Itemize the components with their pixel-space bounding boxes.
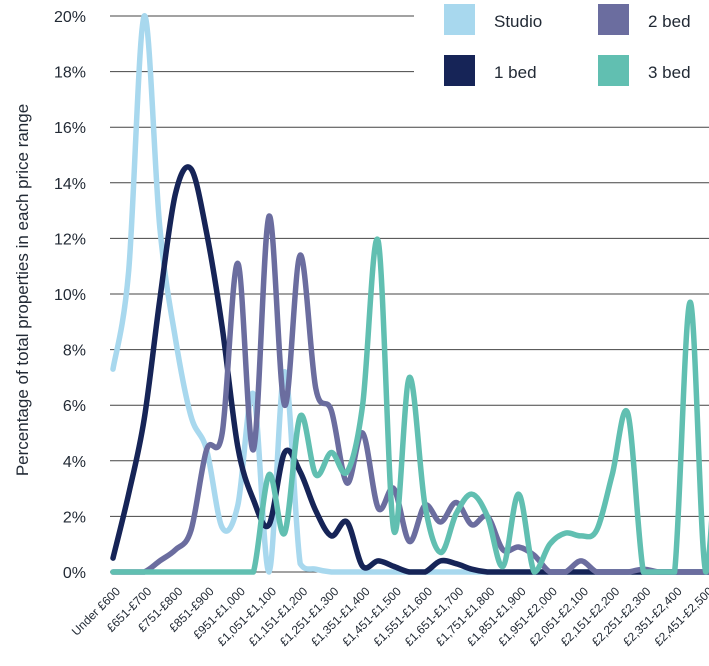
y-axis-tick-labels: 0% 2% 4% 6% 8% 10% 12% 14% 16% 18% 20%	[54, 9, 86, 582]
y-tick-label: 10%	[54, 287, 86, 304]
legend-swatch-1-bed	[444, 55, 475, 86]
legend: Studio 1 bed 2 bed 3 bed	[444, 4, 691, 86]
legend-swatch-studio	[444, 4, 475, 35]
y-tick-label: 2%	[63, 509, 86, 526]
legend-label-3-bed: 3 bed	[648, 63, 691, 82]
series-line-3-bed	[110, 236, 709, 575]
series-line-1-bed	[110, 164, 709, 575]
y-axis-label: Percentage of total properties in each p…	[13, 104, 32, 476]
legend-swatch-3-bed	[598, 55, 629, 86]
y-tick-label: 16%	[54, 120, 86, 137]
legend-swatch-2-bed	[598, 4, 629, 35]
series-line-2-bed	[110, 213, 709, 575]
y-tick-label: 18%	[54, 65, 86, 82]
y-tick-label: 6%	[63, 398, 86, 415]
y-tick-label: 0%	[63, 565, 86, 582]
y-tick-label: 8%	[63, 343, 86, 360]
y-tick-label: 14%	[54, 176, 86, 193]
legend-label-studio: Studio	[494, 12, 542, 31]
legend-label-2-bed: 2 bed	[648, 12, 691, 31]
legend-label-1-bed: 1 bed	[494, 63, 537, 82]
series-lines	[110, 13, 709, 575]
y-tick-label: 4%	[63, 454, 86, 471]
y-tick-label: 12%	[54, 231, 86, 248]
y-tick-label: 20%	[54, 9, 86, 26]
x-axis-tick-labels: Under £600£651-£700£751-£800£851-£900£95…	[69, 584, 709, 649]
